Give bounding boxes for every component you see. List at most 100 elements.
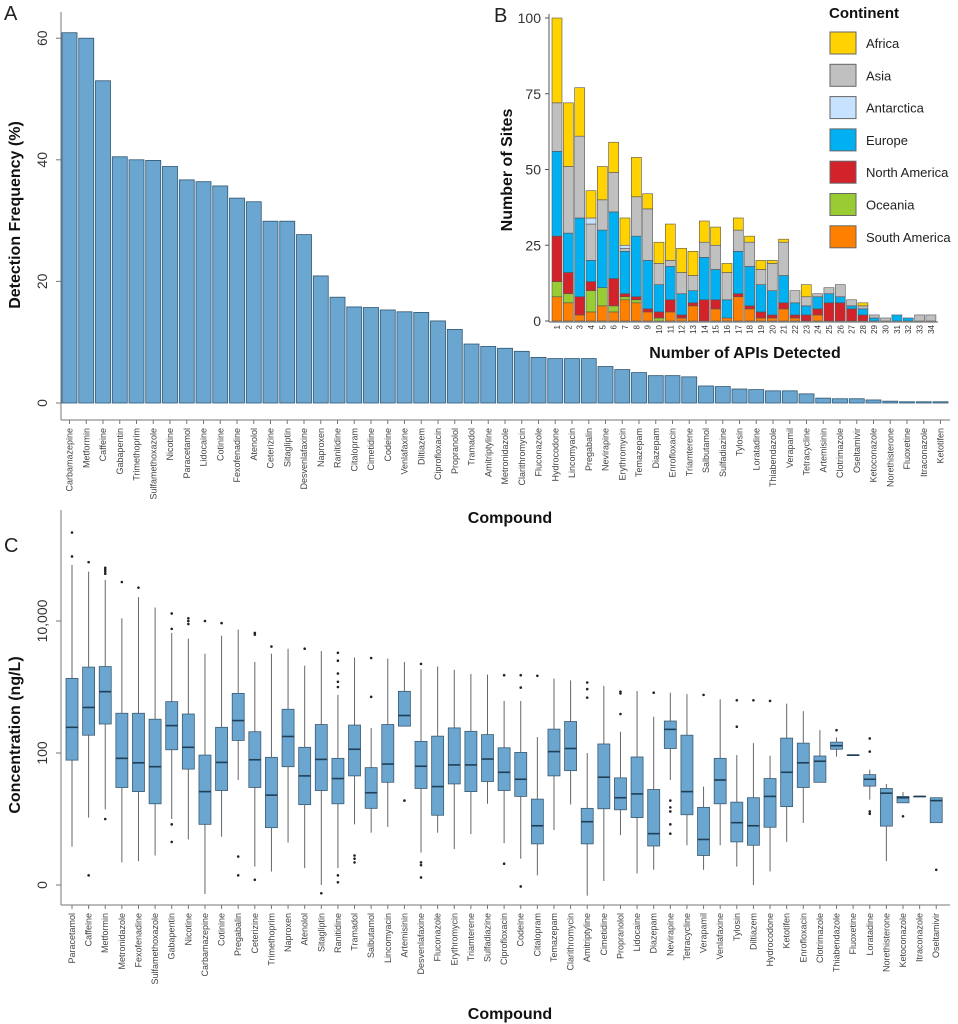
segment-africa-23 (800, 284, 812, 298)
outlier-point (336, 874, 340, 877)
outlier-point (669, 823, 672, 826)
segment-south-america-17 (732, 296, 744, 322)
bar-naproxen (312, 275, 329, 404)
bar-tramadol (463, 343, 480, 404)
x-tick-label: Fluconazole (433, 913, 443, 962)
segment-north-america-4 (585, 281, 597, 291)
outlier-point (419, 861, 423, 864)
x-tick-label: Loratadine (865, 913, 875, 956)
x-tick-label: Fexofenadine (133, 913, 143, 968)
outlier-point (320, 891, 323, 895)
segment-south-america-15 (710, 308, 721, 322)
outlier-point (353, 857, 356, 861)
outlier-point (669, 832, 672, 835)
segment-europe-5 (597, 229, 608, 288)
x-tick-label: Triamterene (466, 913, 476, 961)
segment-europe-22 (789, 302, 801, 316)
x-tick-label: Sitagliptin (282, 428, 292, 467)
x-tick-label: 7 (621, 324, 630, 329)
outlier-point (735, 725, 739, 729)
box (132, 712, 145, 793)
segment-europe-1 (551, 151, 563, 237)
box (680, 734, 694, 816)
box (348, 724, 361, 777)
box (530, 798, 544, 845)
x-tick-label: Codeine (516, 913, 526, 947)
segment-asia-34 (925, 314, 937, 322)
box-tramadol (348, 657, 361, 864)
outlier-point (585, 687, 589, 691)
box (879, 788, 893, 827)
x-tick-label: Amitriptyline (582, 913, 592, 962)
segment-oceania-7 (619, 296, 631, 301)
box-fexofenadine (132, 586, 145, 862)
segment-europe-23 (800, 305, 812, 316)
outlier-point (187, 616, 190, 620)
outlier-point (87, 874, 90, 877)
box-pregabalin (231, 629, 245, 877)
segment-north-america-25 (823, 302, 835, 322)
bar-clotrimazole (832, 398, 848, 404)
box-ketotifen (780, 703, 794, 842)
x-tick-label: Cotinine (215, 428, 225, 461)
x-tick-label: 29 (870, 324, 879, 333)
segment-north-america-12 (676, 314, 687, 319)
x-tick-label: Clotrimazole (815, 913, 825, 963)
x-tick-label: Oseltamivir (852, 428, 862, 473)
bar-sitagliptin (279, 220, 296, 404)
bar-sulfamethoxazole (145, 160, 162, 404)
outlier-point (353, 861, 356, 864)
bar-enrofloxacin (664, 375, 681, 404)
outlier-point (137, 586, 140, 589)
legend-label: Europe (866, 133, 908, 148)
x-tick-label: Ranitidine (333, 913, 343, 953)
box-cotinine (215, 621, 228, 837)
x-tick-label: Artemisinin (399, 913, 409, 958)
box (713, 757, 727, 805)
segment-south-america-24 (812, 314, 823, 322)
x-tick-label: 12 (678, 324, 687, 333)
box (580, 807, 594, 845)
y-tick-label: 50 (525, 162, 541, 178)
bar-itraconazole (915, 401, 932, 404)
segment-asia-20 (766, 263, 778, 291)
y-tick-label: 25 (525, 237, 541, 253)
outlier-point (270, 645, 273, 648)
x-tick-label: Norethisterone (885, 428, 895, 487)
x-tick-label: Naproxen (316, 428, 326, 467)
legend-label: Asia (866, 68, 892, 83)
segment-europe-10 (653, 284, 665, 313)
outlier-point (170, 823, 174, 826)
outlier-point (934, 868, 938, 872)
x-tick-label: 26 (836, 324, 845, 333)
box (597, 743, 611, 810)
box-fluconazole (431, 666, 445, 833)
segment-north-america-22 (789, 314, 801, 319)
segment-asia-13 (687, 275, 699, 291)
x-tick-label: Temazepam (549, 913, 559, 962)
outlier-point (768, 699, 772, 703)
outlier-point (236, 874, 240, 877)
segment-south-america-3 (574, 314, 585, 322)
box-clarithromycin (564, 680, 577, 805)
box (896, 796, 910, 804)
segment-north-america-14 (698, 299, 710, 322)
box-sitagliptin (314, 651, 328, 895)
x-tick-label: Sulfamethoxazole (150, 913, 160, 985)
outlier-point (253, 878, 257, 882)
bar-citalopram (346, 306, 363, 404)
x-tick-label: 28 (859, 324, 868, 333)
x-tick-label: Tetracycline (802, 428, 812, 476)
x-tick-label: 16 (723, 324, 732, 333)
y-tick-label: 0 (34, 881, 50, 889)
legend-label: Antarctica (866, 101, 925, 116)
x-tick-label: Fluoxetine (902, 428, 912, 470)
x-tick-label: 25 (825, 324, 834, 333)
x-tick-label: Lidocaine (632, 913, 642, 952)
box (929, 797, 943, 824)
outlier-point (536, 674, 539, 678)
x-tick-label: Fluoxetine (848, 913, 858, 955)
outlier-point (170, 627, 174, 631)
x-tick-label: Atenolol (300, 913, 310, 946)
